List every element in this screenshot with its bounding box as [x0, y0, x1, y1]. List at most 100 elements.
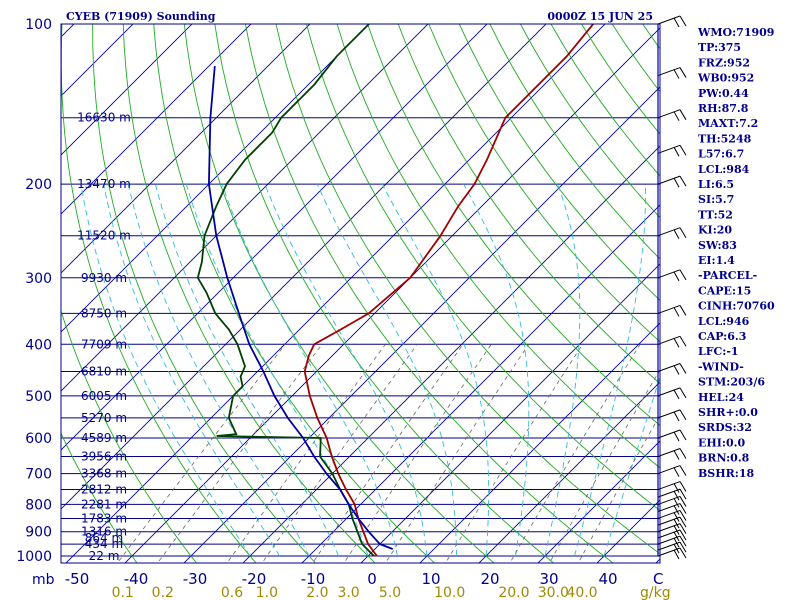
- dry-adiabat: [458, 24, 660, 301]
- dry-adiabat: [489, 24, 660, 260]
- wind-barb: [657, 509, 687, 522]
- wind-barb: [657, 547, 687, 560]
- mixing-ratio-tick-label: 5.0: [379, 585, 401, 600]
- mixing-ratio-tick-label: 0.2: [152, 585, 174, 600]
- pressure-tick-label: 1000: [16, 549, 52, 565]
- chart-title: CYEB (71909) Sounding: [66, 10, 216, 23]
- sounding-series-0: [303, 24, 594, 557]
- index-label: -PARCEL-: [698, 269, 757, 282]
- mixing-ratio-tick-label: 40.0: [566, 585, 597, 600]
- index-label: LCL:946: [698, 315, 750, 328]
- sounding-series-1: [196, 24, 375, 557]
- valid-time: 0000Z 15 JUN 25: [547, 10, 653, 23]
- mixing-ratio-tick-label: 1.0: [256, 585, 278, 600]
- height-level-label: 2812 m: [81, 483, 127, 497]
- temperature-tick-label: -40: [124, 570, 149, 588]
- wind-barb: [657, 429, 687, 442]
- dry-adiabat: [336, 24, 660, 469]
- sounding-series-2: [207, 66, 394, 550]
- height-level-label: 434 m: [85, 537, 123, 551]
- isotherm-line: [61, 24, 193, 156]
- index-label: LI:6.5: [698, 178, 734, 191]
- wind-barb: [657, 144, 687, 157]
- pressure-unit-label: mb: [32, 572, 55, 588]
- dry-adiabat: [428, 24, 660, 343]
- pressure-tick-label: 700: [25, 467, 52, 483]
- dry-adiabat: [306, 24, 660, 512]
- dry-adiabat: [122, 24, 376, 563]
- pressure-tick-label: 400: [25, 337, 52, 353]
- index-label: EHI:0.0: [698, 436, 745, 449]
- isotherm-line: [61, 24, 75, 38]
- dry-adiabat: [397, 24, 660, 385]
- isotherm-line: [0, 12, 27, 567]
- index-label: LFC:-1: [698, 345, 739, 358]
- height-level-label: 864 m: [85, 531, 123, 545]
- background-grid: [0, 12, 660, 567]
- wind-barb: [657, 516, 687, 529]
- isotherm-line: [537, 440, 660, 563]
- moist-adiabat: [603, 375, 660, 557]
- mixing-ratio-tick-label: 3.0: [337, 585, 359, 600]
- isotherm-line: [301, 204, 660, 563]
- dry-adiabat: [61, 432, 138, 563]
- dry-adiabat: [61, 309, 198, 563]
- dry-adiabat: [244, 24, 614, 563]
- wind-barb: [657, 541, 687, 554]
- temperature-tick-label: 30: [539, 570, 558, 588]
- wind-barb: [657, 227, 687, 239]
- wind-barb: [657, 363, 687, 375]
- mixing-ratio-line: [312, 344, 464, 563]
- mixing-ratio-line: [116, 344, 286, 563]
- wind-barb: [657, 109, 687, 121]
- mixing-ratio-unit-label: g/kg: [640, 585, 671, 600]
- index-label: BSHR:18: [698, 467, 754, 480]
- isotherm-line: [360, 263, 660, 563]
- height-level-label: 9930 m: [81, 271, 127, 285]
- temperature-tick-label: -20: [242, 570, 267, 588]
- isotherm-line: [183, 86, 660, 563]
- moist-adiabat: [544, 183, 581, 557]
- height-level-label: 16630 m: [77, 111, 131, 125]
- plot-frame: [60, 23, 661, 564]
- index-label: PW:0.44: [698, 87, 749, 100]
- dry-adiabat: [367, 24, 660, 427]
- mixing-ratio-line: [157, 344, 323, 563]
- pressure-tick-label: 800: [25, 497, 52, 513]
- index-label: SW:83: [698, 239, 737, 252]
- height-level-label: 8750 m: [81, 306, 127, 320]
- index-label: HEL:24: [698, 391, 744, 404]
- height-level-label: 13470 m: [77, 177, 131, 191]
- temperature-tick-label: -10: [301, 570, 326, 588]
- index-label: TH:5248: [698, 132, 752, 145]
- height-level-label: 7709 m: [81, 337, 127, 351]
- temperature-tick-label: 10: [421, 570, 440, 588]
- height-level-label: 3368 m: [81, 467, 127, 481]
- moist-adiabat: [127, 184, 310, 557]
- height-level-label: 1316 m: [81, 525, 127, 539]
- mixing-ratio-line: [261, 344, 418, 563]
- height-level-label: 5270 m: [81, 411, 127, 425]
- index-label: L57:6.7: [698, 148, 744, 161]
- wind-barb: [657, 535, 687, 548]
- mixing-ratio-tick-label: 2.0: [306, 585, 328, 600]
- wind-barb: [657, 465, 687, 477]
- index-label: EI:1.4: [698, 254, 735, 267]
- wind-barb: [657, 175, 687, 188]
- temperature-tick-label: -30: [183, 570, 208, 588]
- index-label: MAXT:7.2: [698, 117, 758, 130]
- index-label: LCL:984: [698, 163, 750, 176]
- isotherm-line: [478, 381, 660, 563]
- wind-barb: [657, 304, 687, 317]
- index-label: TT:52: [698, 208, 733, 221]
- wind-barb: [657, 503, 687, 515]
- pressure-tick-label: 200: [25, 177, 52, 193]
- height-level-label: 2281 m: [81, 497, 127, 511]
- mixing-ratio-line: [509, 344, 641, 563]
- height-level-label: 4589 m: [81, 431, 127, 445]
- index-label: CINH:70760: [698, 300, 775, 313]
- wind-barb: [657, 488, 687, 501]
- index-label: RH:87.8: [698, 102, 749, 115]
- temperature-tick-label: 0: [367, 570, 377, 588]
- index-label: SHR+:0.0: [698, 406, 758, 419]
